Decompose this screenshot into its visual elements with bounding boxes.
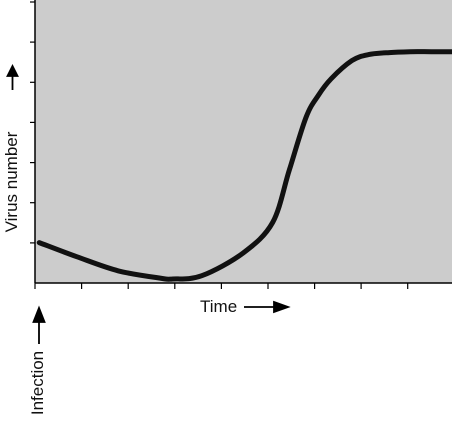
virus-curve-line <box>36 49 452 282</box>
y-axis-label-arrow-icon <box>6 63 19 90</box>
y-ticks <box>30 1 35 244</box>
infection-annotation-label: Infection <box>28 351 47 415</box>
x-ticks <box>34 283 409 289</box>
plot-background <box>35 0 452 283</box>
infection-arrow-icon <box>32 305 46 344</box>
x-axis-label-arrow-icon <box>244 300 291 314</box>
y-axis-label: Virus number <box>2 131 21 232</box>
x-axis-label: Time <box>200 297 237 316</box>
